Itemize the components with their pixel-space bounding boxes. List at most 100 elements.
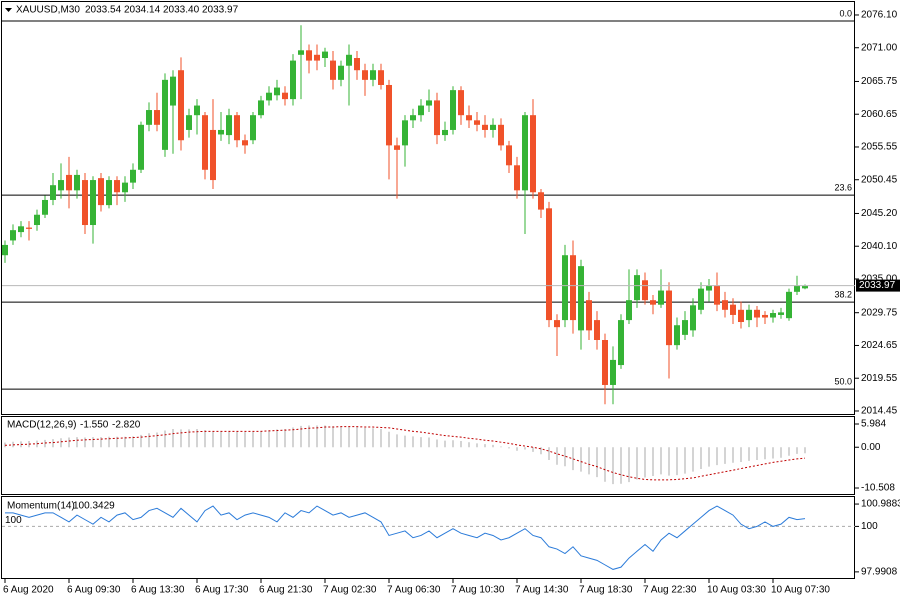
- candle-body: [10, 230, 16, 241]
- fib-level-label: 38.2: [834, 289, 852, 299]
- momentum-line: [5, 505, 806, 570]
- candle-body: [626, 300, 632, 321]
- y-tick-label: 100: [861, 521, 878, 532]
- candle-body: [378, 70, 384, 85]
- candle-body: [546, 208, 552, 321]
- ohlc-close: 2033.97: [202, 5, 239, 16]
- candle-body: [554, 320, 560, 328]
- current-price-label: 2033.97: [859, 280, 896, 291]
- fib-level-label: 23.6: [834, 182, 852, 192]
- candle-body: [74, 174, 80, 191]
- candle-body: [282, 92, 288, 100]
- candle-body: [762, 314, 768, 318]
- y-tick-label: 2076.10: [861, 10, 898, 21]
- candle-body: [658, 290, 664, 305]
- candle-body: [690, 305, 696, 331]
- candle-body: [194, 105, 200, 116]
- x-tick-label: 6 Aug 17:30: [195, 585, 249, 596]
- fib-level-label: 50.0: [834, 377, 852, 387]
- y-tick-label: 5.984: [861, 419, 886, 430]
- candle-body: [474, 120, 480, 125]
- candle-body: [418, 105, 424, 116]
- candle-body: [594, 320, 600, 341]
- x-tick-label: 7 Aug 14:30: [515, 585, 569, 596]
- candle-body: [290, 60, 296, 100]
- x-tick-label: 10 Aug 03:30: [707, 585, 766, 596]
- candle-body: [114, 180, 120, 193]
- candle-body: [522, 115, 528, 191]
- candle-body: [458, 90, 464, 116]
- candle-body: [770, 313, 776, 318]
- candle-body: [666, 290, 672, 346]
- candle-body: [226, 115, 232, 136]
- y-tick-label: 2019.55: [861, 373, 898, 384]
- candle-body: [482, 124, 488, 130]
- candle-body: [266, 92, 272, 101]
- x-tick-label: 7 Aug 18:30: [579, 585, 633, 596]
- candle-body: [162, 79, 168, 150]
- x-tick-label: 7 Aug 10:30: [451, 585, 505, 596]
- level-label: 100: [5, 515, 22, 526]
- macd-signal-value: -2.820: [112, 420, 141, 431]
- y-tick-label: -10.508: [861, 483, 895, 494]
- candle-body: [98, 178, 104, 206]
- momentum-value: 100.3429: [73, 501, 115, 512]
- x-tick-label: 6 Aug 2020: [3, 585, 54, 596]
- y-tick-label: 100.9883: [861, 499, 900, 510]
- x-tick-label: 10 Aug 07:30: [771, 585, 830, 596]
- x-tick-label: 7 Aug 22:30: [643, 585, 697, 596]
- candle-body: [258, 100, 264, 116]
- candle-body: [58, 180, 64, 191]
- y-tick-label: 97.9908: [861, 567, 898, 578]
- candle-body: [386, 84, 392, 146]
- ohlc-high: 2034.14: [124, 5, 161, 16]
- current-price-box: [856, 279, 900, 292]
- candle-body: [18, 226, 24, 233]
- candle-body: [242, 140, 248, 146]
- candle-body: [186, 115, 192, 130]
- candle-body: [402, 120, 408, 146]
- candle-body: [538, 192, 544, 210]
- candle-body: [362, 70, 368, 80]
- y-tick-label: 2071.00: [861, 42, 898, 53]
- x-tick-label: 6 Aug 09:30: [67, 585, 121, 596]
- candle-body: [26, 227, 32, 229]
- candle-body: [234, 115, 240, 141]
- candle-body: [322, 51, 328, 59]
- candle-body: [130, 169, 136, 183]
- candle-body: [210, 129, 216, 181]
- candle-body: [570, 255, 576, 321]
- macd-panel-frame: [1, 416, 855, 495]
- fib-level-label: 0.0: [839, 8, 852, 18]
- y-tick-label: 2045.20: [861, 208, 898, 219]
- candle-body: [754, 309, 760, 318]
- y-tick-label: 2040.10: [861, 241, 898, 252]
- y-tick-label: 2065.75: [861, 76, 898, 87]
- candle-body: [354, 58, 360, 71]
- candle-body: [642, 280, 648, 301]
- candle-body: [50, 185, 56, 200]
- candle-body: [42, 199, 48, 215]
- candle-body: [746, 309, 752, 321]
- candle-body: [442, 129, 448, 136]
- candle-body: [674, 325, 680, 346]
- macd-main-value: -1.550: [80, 420, 109, 431]
- candle-body: [498, 124, 504, 146]
- menu-arrow[interactable]: [5, 8, 12, 12]
- candle-body: [514, 165, 520, 191]
- candle-body: [338, 65, 344, 80]
- momentum-panel-frame: [1, 496, 855, 579]
- y-tick-label: 2050.45: [861, 174, 898, 185]
- candle-body: [802, 285, 808, 289]
- candle-body: [138, 124, 144, 170]
- candle-body: [578, 266, 584, 331]
- signal-line: [4, 426, 806, 481]
- y-tick-label: 0.00: [861, 442, 881, 453]
- candle-body: [34, 214, 40, 226]
- candle-body: [298, 50, 304, 55]
- y-tick-label: 2024.65: [861, 340, 898, 351]
- x-tick-label: 7 Aug 06:30: [387, 585, 441, 596]
- candle-body: [650, 300, 656, 305]
- x-tick-label: 6 Aug 21:30: [259, 585, 313, 596]
